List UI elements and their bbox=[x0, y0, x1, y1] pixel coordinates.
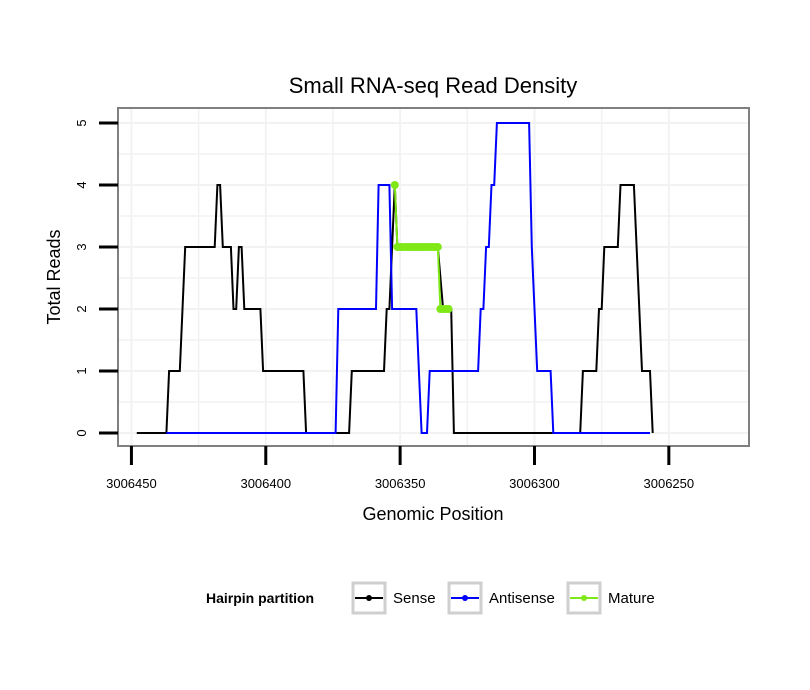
y-axis: 0 1 2 3 4 5 bbox=[74, 119, 118, 437]
legend: Hairpin partition Sense Antisense Mature bbox=[206, 581, 655, 615]
plot-border bbox=[117, 107, 750, 447]
data-point-mature bbox=[390, 181, 399, 189]
legend-key-mature bbox=[566, 581, 602, 615]
y-tick-label: 3 bbox=[74, 243, 89, 250]
x-tick-label: 3006450 bbox=[106, 476, 157, 491]
grid bbox=[118, 108, 749, 446]
legend-title: Hairpin partition bbox=[206, 590, 314, 606]
y-tick-label: 4 bbox=[74, 181, 89, 188]
x-tick-label: 3006350 bbox=[375, 476, 426, 491]
x-axis-title: Genomic Position bbox=[362, 504, 503, 524]
x-tick-label: 3006400 bbox=[240, 476, 291, 491]
data-point-mature bbox=[444, 305, 453, 313]
y-axis-title: Total Reads bbox=[44, 229, 64, 324]
plot-panel bbox=[118, 108, 749, 446]
series-line-antisense bbox=[166, 122, 650, 434]
legend-label-mature: Mature bbox=[608, 590, 655, 607]
x-tick-label: 3006300 bbox=[509, 476, 560, 491]
y-tick-label: 2 bbox=[74, 305, 89, 312]
legend-label-antisense: Antisense bbox=[489, 590, 555, 607]
y-tick-label: 1 bbox=[74, 367, 89, 374]
legend-key-sense bbox=[351, 581, 387, 615]
x-axis: 3006450 3006400 3006350 3006300 3006250 bbox=[106, 446, 694, 491]
x-tick-label: 3006250 bbox=[644, 476, 695, 491]
y-tick-label: 5 bbox=[74, 119, 89, 126]
legend-key-antisense bbox=[447, 581, 483, 615]
series-line-sense bbox=[136, 184, 654, 434]
y-tick-label: 0 bbox=[74, 429, 89, 436]
legend-label-sense: Sense bbox=[393, 590, 436, 607]
chart-title: Small RNA-seq Read Density bbox=[289, 73, 578, 98]
data-point-mature bbox=[433, 243, 442, 251]
series-layer bbox=[136, 122, 654, 434]
